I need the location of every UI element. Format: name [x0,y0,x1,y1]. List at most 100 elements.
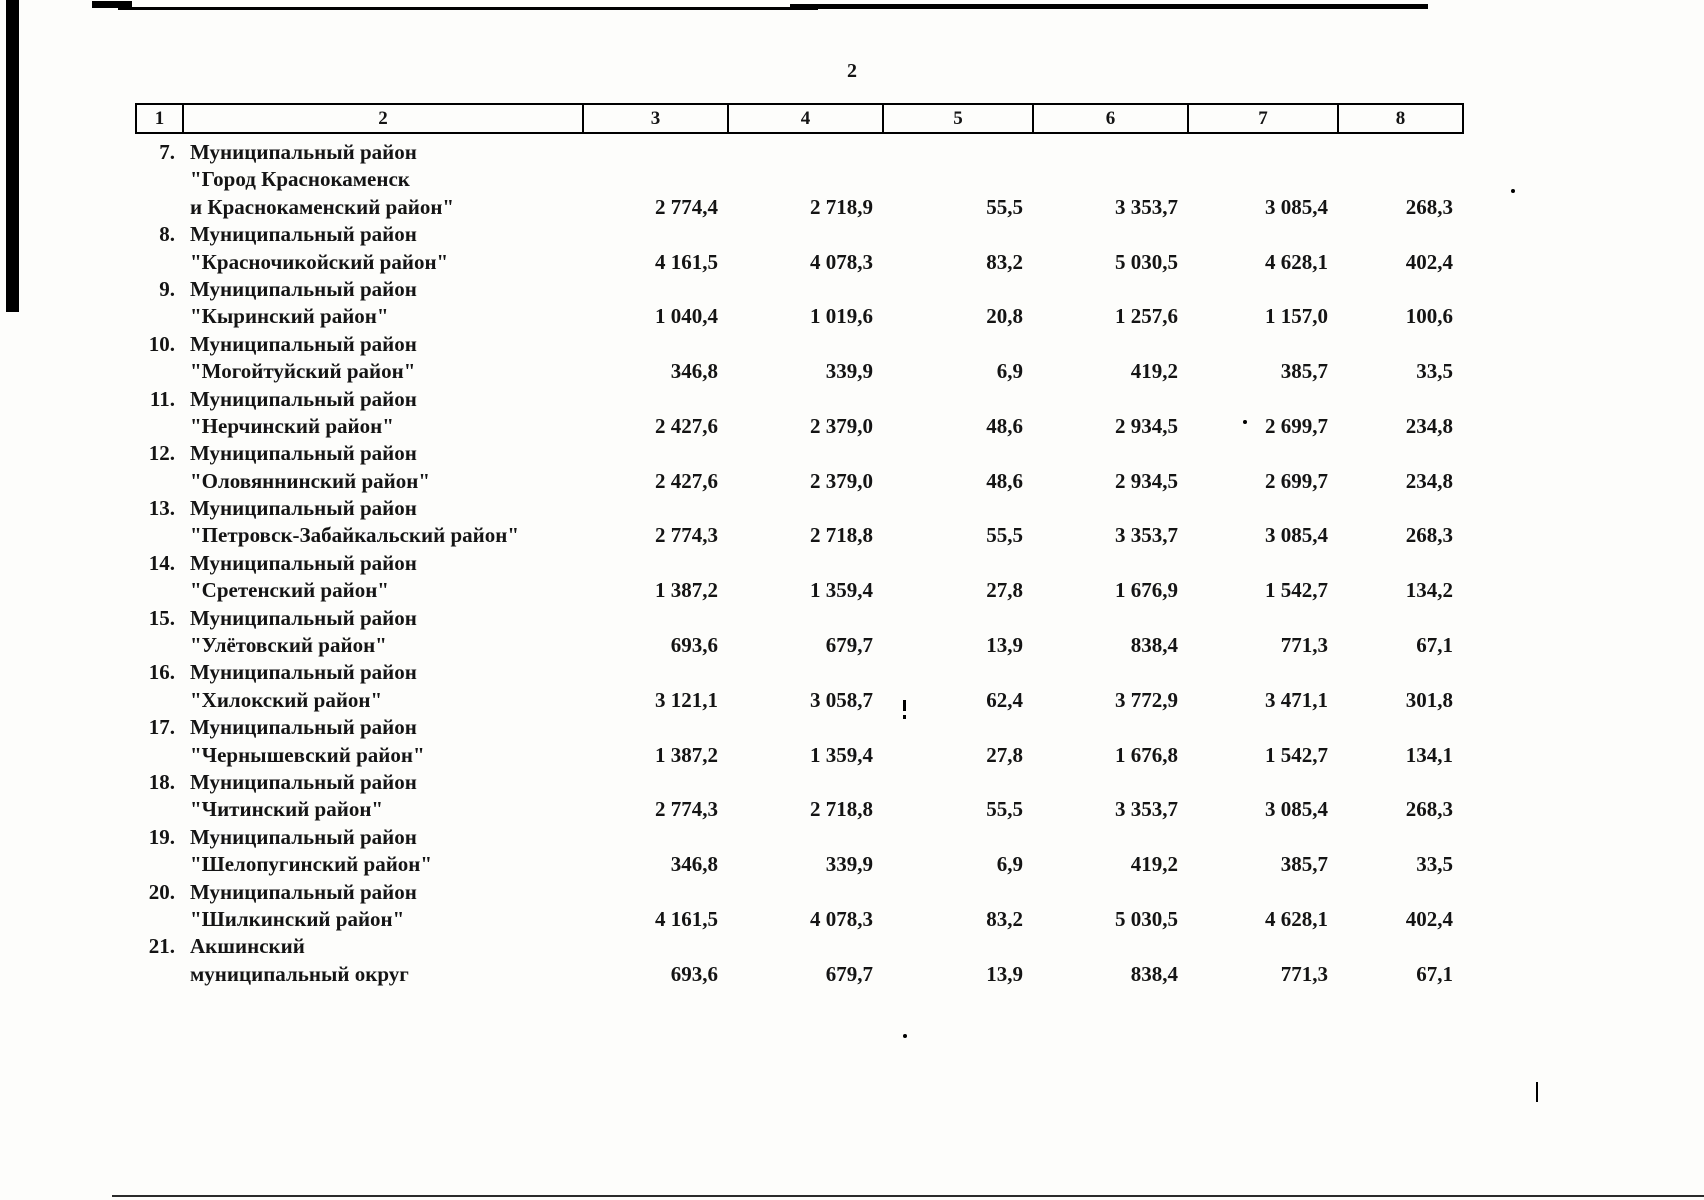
value-cell: 13,9 [986,961,1023,986]
row-number: 12. [148,441,175,466]
value-cell [880,386,1030,413]
value-cell [1185,824,1335,851]
row-number [135,358,180,385]
value-cell [1335,139,1460,166]
value-cell: 3 085,4 [1265,194,1328,219]
value-cell: 3 471,1 [1265,687,1328,712]
value-cell: 1 157,0 [1265,304,1328,329]
value-cell [725,879,880,906]
header-cell-3: 3 [582,105,727,132]
row-number [135,632,180,659]
value-cell [580,769,725,796]
header-cell-1: 1 [154,107,165,129]
value-cell [1335,659,1460,686]
header-cell-7: 7 [1187,105,1337,132]
value-cell [725,166,880,193]
row-name-line: Муниципальный район [190,386,417,411]
value-cell [1335,221,1460,248]
value-cell [1030,550,1185,577]
row-name-line: "Чернышевский район" [190,742,425,767]
value-cell: 838,4 [1130,633,1178,658]
value-cell [580,166,725,193]
row-number [135,961,180,988]
value-cell [725,221,880,248]
row-name-line: Муниципальный район [190,824,417,849]
value-cell: 1 359,4 [810,578,873,603]
value-cell: 5 030,5 [1115,249,1178,274]
value-cell: 2 379,0 [810,468,873,493]
value-cell [1030,440,1185,467]
value-cell [1030,221,1185,248]
value-cell [725,605,880,632]
row-name-line: "Кыринский район" [190,304,389,329]
value-cell: 3 085,4 [1265,797,1328,822]
value-cell: 3 353,7 [1115,194,1178,219]
value-cell: 33,5 [1416,852,1453,877]
value-cell [1185,139,1335,166]
value-cell [880,166,1030,193]
value-cell [880,550,1030,577]
value-cell [1185,933,1335,960]
value-cell [1335,440,1460,467]
value-cell [880,605,1030,632]
value-cell: 2 718,8 [810,523,873,548]
scan-artifact-dot-right [1511,189,1515,193]
value-cell [725,386,880,413]
row-number: 19. [148,824,175,849]
value-cell [1335,769,1460,796]
row-number [135,577,180,604]
value-cell [580,550,725,577]
value-cell [1185,769,1335,796]
value-cell [1335,276,1460,303]
value-cell [725,550,880,577]
value-cell: 134,2 [1405,578,1453,603]
row-number [135,906,180,933]
value-cell [1030,331,1185,358]
value-cell: 1 019,6 [810,304,873,329]
value-cell: 4 078,3 [810,249,873,274]
value-cell: 55,5 [986,523,1023,548]
value-cell [880,276,1030,303]
value-cell: 346,8 [670,852,718,877]
value-cell: 3 772,9 [1115,687,1178,712]
value-cell [1030,714,1185,741]
scan-artifact-excl-bar [903,700,906,711]
row-number: 10. [148,331,175,356]
value-cell: 2 934,5 [1115,413,1178,438]
value-cell [1030,139,1185,166]
value-cell: 4 628,1 [1265,249,1328,274]
value-cell [725,824,880,851]
value-cell: 4 161,5 [655,906,718,931]
scan-artifact-bottom-line [112,1195,1704,1197]
value-cell [1335,386,1460,413]
value-cell [880,331,1030,358]
value-cell: 27,8 [986,578,1023,603]
row-name-line: "Читинский район" [190,797,384,822]
value-cell: 2 427,6 [655,413,718,438]
scan-artifact-top-short [92,1,132,8]
row-name-line: и Краснокаменский район" [190,194,455,219]
value-cell [580,714,725,741]
row-number [135,851,180,878]
value-cell [1185,605,1335,632]
value-cell [1030,495,1185,522]
row-number [135,742,180,769]
value-cell [580,139,725,166]
value-cell [1335,933,1460,960]
value-cell: 4 161,5 [655,249,718,274]
value-cell: 339,9 [825,359,873,384]
row-name-line: Муниципальный район [190,660,417,685]
row-name-line: "Улётовский район" [190,633,387,658]
header-cell-4: 4 [727,105,882,132]
value-cell: 268,3 [1405,797,1453,822]
value-cell: 268,3 [1405,194,1453,219]
value-cell [580,659,725,686]
row-name-line: "Сретенский район" [190,578,389,603]
value-cell: 234,8 [1405,468,1453,493]
value-cell: 33,5 [1416,359,1453,384]
row-number: 11. [149,386,175,411]
row-name-line: "Красночикойский район" [190,249,449,274]
value-cell: 1 676,8 [1115,742,1178,767]
value-cell: 419,2 [1130,359,1178,384]
header-cell-2: 2 [182,105,582,132]
